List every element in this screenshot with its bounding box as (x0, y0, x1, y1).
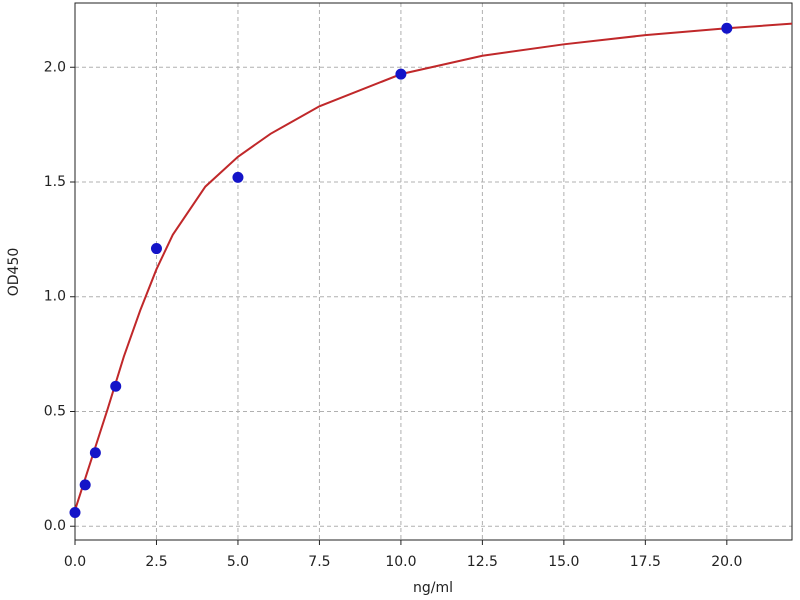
x-tick-label: 0.0 (64, 554, 86, 570)
y-tick-label: 2.0 (44, 59, 66, 75)
y-tick-label: 1.5 (44, 174, 66, 190)
data-point (150, 243, 162, 255)
data-point (232, 171, 244, 183)
x-tick-label: 20.0 (711, 554, 742, 570)
x-tick-label: 17.5 (630, 554, 661, 570)
x-tick-label: 12.5 (467, 554, 498, 570)
x-tick-label: 10.0 (385, 554, 416, 570)
data-point (110, 380, 122, 392)
x-tick-label: 7.5 (308, 554, 330, 570)
x-axis-label: ng/ml (413, 580, 453, 596)
x-tick-label: 2.5 (145, 554, 167, 570)
data-point (69, 506, 81, 518)
y-tick-label: 0.0 (44, 518, 66, 534)
fit-curve (74, 22, 793, 511)
y-tick-label: 1.0 (44, 289, 66, 305)
data-point (89, 447, 101, 459)
data-point (79, 479, 91, 491)
data-point (395, 68, 407, 80)
data-point (721, 22, 733, 34)
y-axis-label: OD450 (6, 248, 22, 297)
y-tick-label: 0.5 (44, 403, 66, 419)
x-tick-label: 5.0 (227, 554, 249, 570)
plot-frame (74, 2, 793, 541)
x-tick-label: 15.0 (548, 554, 579, 570)
